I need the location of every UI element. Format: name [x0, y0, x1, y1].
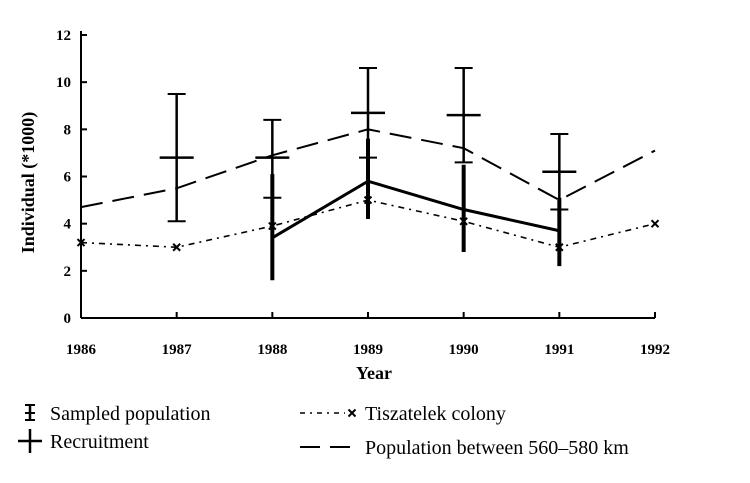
- x-tick-label: 1987: [162, 342, 193, 358]
- tiszatelek-point: [172, 243, 181, 252]
- x-tick-label: 1988: [257, 342, 287, 358]
- axes: 0 2 4 6 8 10 12 1986 1987 1988 1989 1990 1991 1992 Yea…: [18, 28, 670, 383]
- x-tick-label: 1990: [449, 342, 479, 358]
- tiszatelek-point: [459, 217, 468, 226]
- tiszatelek-point: [650, 219, 660, 228]
- y-tick-label: 2: [64, 264, 72, 280]
- series-line-population-560-580: [80, 128, 656, 209]
- tiszatelek-point: [76, 238, 86, 247]
- y-tick-label: 4: [64, 217, 72, 233]
- x-tick-label: 1989: [353, 342, 383, 358]
- legend-symbol-tiszatelek-x: [347, 408, 357, 418]
- tiszatelek-point: [555, 243, 564, 252]
- y-tick-label: 8: [64, 122, 72, 138]
- tiszatelek-point: [363, 195, 373, 205]
- tiszatelek-point: [268, 221, 277, 231]
- legend-label: Sampled population: [50, 403, 211, 425]
- legend: Sampled population Recruitment Tiszatelek …: [18, 403, 629, 459]
- y-tick-label: 0: [64, 311, 72, 327]
- x-tick-label: 1992: [640, 342, 670, 358]
- x-axis-title: Year: [356, 363, 392, 383]
- y-tick-label: 12: [56, 28, 71, 44]
- y-axis-title: Individual (*1000): [18, 112, 39, 254]
- x-tick-label: 1986: [66, 342, 97, 358]
- x-tick-label: 1991: [544, 342, 574, 358]
- y-tick-label: 6: [64, 170, 72, 186]
- y-tick-label: 10: [56, 75, 71, 91]
- series-layer: [76, 67, 660, 281]
- series-line-sampled-population: [271, 179, 560, 240]
- legend-label: Population between 560–580 km: [365, 437, 629, 459]
- legend-label: Recruitment: [50, 431, 149, 453]
- legend-label: Tiszatelek colony: [365, 403, 506, 425]
